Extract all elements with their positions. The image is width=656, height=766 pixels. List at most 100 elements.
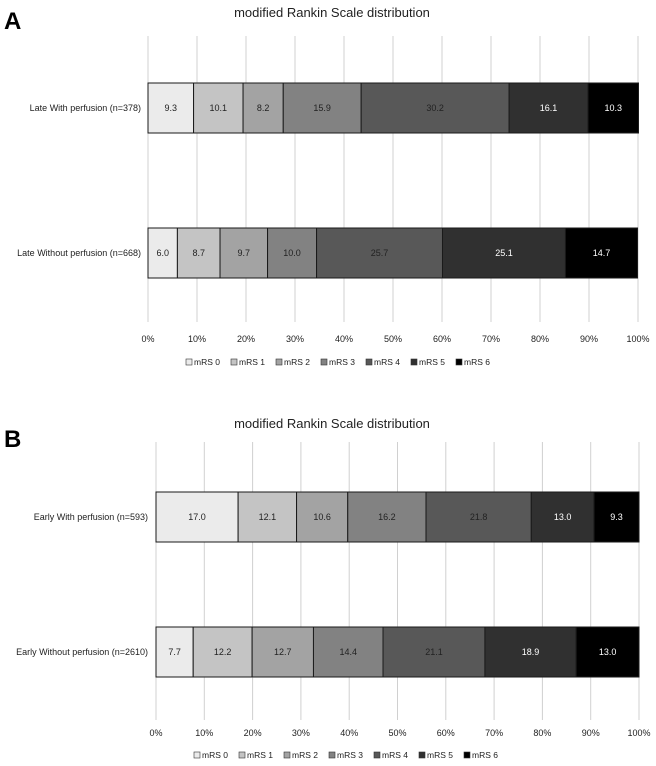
category-label: Late Without perfusion (n=668) xyxy=(17,248,141,258)
legend-label: mRS 0 xyxy=(202,750,228,760)
data-label: 30.2 xyxy=(426,103,444,113)
bar-segment-mrs-2 xyxy=(219,227,269,279)
data-label: 21.1 xyxy=(425,647,443,657)
legend-swatch-mrs-4 xyxy=(373,751,381,759)
data-label: 25.1 xyxy=(495,248,513,258)
legend-swatch-mrs-2 xyxy=(283,751,291,759)
data-label: 9.7 xyxy=(238,248,251,258)
bar-segment-mrs-0 xyxy=(155,491,239,543)
data-label: 15.9 xyxy=(313,103,331,113)
legend-swatch-mrs-3 xyxy=(328,751,336,759)
x-tick-label: 50% xyxy=(384,334,402,344)
legend-swatch-mrs-6 xyxy=(455,358,463,366)
legend-swatch-mrs-3 xyxy=(320,358,328,366)
data-label: 13.0 xyxy=(599,647,617,657)
legend-swatch-mrs-1 xyxy=(230,358,238,366)
data-label: 10.6 xyxy=(313,512,331,522)
data-label: 21.8 xyxy=(470,512,488,522)
legend-swatch-mrs-0 xyxy=(185,358,193,366)
data-label: 16.1 xyxy=(540,103,558,113)
x-tick-label: 90% xyxy=(582,728,600,738)
legend-label: mRS 1 xyxy=(247,750,273,760)
chart-panel-a: A modified Rankin Scale distribution 0% 1… xyxy=(0,0,656,375)
bar-segment-mrs-6 xyxy=(593,491,640,543)
data-label: 12.2 xyxy=(214,647,232,657)
data-label: 10.0 xyxy=(283,248,301,258)
legend-label: mRS 1 xyxy=(239,357,265,367)
x-tick-label: 100% xyxy=(626,334,649,344)
legend-label: mRS 6 xyxy=(464,357,490,367)
category-label: Early Without perfusion (n=2610) xyxy=(16,647,148,657)
x-tick-label: 90% xyxy=(580,334,598,344)
x-tick-label: 60% xyxy=(437,728,455,738)
legend-label: mRS 5 xyxy=(419,357,445,367)
x-tick-label: 0% xyxy=(149,728,162,738)
bar-segment-mrs-1 xyxy=(192,626,253,678)
x-tick-label: 10% xyxy=(188,334,206,344)
bar-segment-mrs-1 xyxy=(176,227,221,279)
x-tick-label: 30% xyxy=(286,334,304,344)
data-label: 17.0 xyxy=(188,512,206,522)
bar-segment-mrs-3 xyxy=(282,82,362,134)
panel-letter-a: A xyxy=(4,8,22,35)
x-tick-label: 40% xyxy=(335,334,353,344)
data-label: 6.0 xyxy=(156,248,169,258)
x-tick-label: 80% xyxy=(531,334,549,344)
legend-swatch-mrs-2 xyxy=(275,358,283,366)
data-label: 12.1 xyxy=(259,512,277,522)
legend-swatch-mrs-4 xyxy=(365,358,373,366)
bar-segment-mrs-3 xyxy=(267,227,318,279)
bar-segment-mrs-3 xyxy=(312,626,384,678)
data-label: 8.2 xyxy=(257,103,270,113)
category-label: Early With perfusion (n=593) xyxy=(34,512,148,522)
data-label: 9.3 xyxy=(165,103,178,113)
legend-label: mRS 4 xyxy=(382,750,408,760)
legend-label: mRS 3 xyxy=(337,750,363,760)
chart-a-title: modified Rankin Scale distribution xyxy=(234,5,430,20)
data-label: 16.2 xyxy=(378,512,396,522)
data-label: 9.3 xyxy=(610,512,623,522)
legend-swatch-mrs-6 xyxy=(463,751,471,759)
x-tick-label: 60% xyxy=(433,334,451,344)
x-tick-label: 40% xyxy=(340,728,358,738)
data-label: 14.7 xyxy=(593,248,611,258)
bar-segment-mrs-3 xyxy=(347,491,427,543)
bar-segment-mrs-5 xyxy=(530,491,595,543)
bar-segment-mrs-0 xyxy=(147,82,195,134)
x-tick-label: 10% xyxy=(195,728,213,738)
data-label: 14.4 xyxy=(339,647,357,657)
legend-swatch-mrs-5 xyxy=(410,358,418,366)
chart-b-svg: modified Rankin Scale distribution 0% 10%… xyxy=(16,416,650,760)
chart-panel-b: B modified Rankin Scale distribution 0% 1… xyxy=(0,390,656,766)
x-tick-label: 30% xyxy=(292,728,310,738)
data-label: 13.0 xyxy=(554,512,572,522)
data-label: 8.7 xyxy=(192,248,205,258)
bar-segment-mrs-0 xyxy=(155,626,194,678)
x-tick-label: 20% xyxy=(244,728,262,738)
category-label: Late With perfusion (n=378) xyxy=(30,103,141,113)
data-label: 7.7 xyxy=(168,647,181,657)
x-tick-label: 100% xyxy=(627,728,650,738)
x-tick-label: 80% xyxy=(533,728,551,738)
x-tick-label: 50% xyxy=(388,728,406,738)
bar-segment-mrs-2 xyxy=(251,626,314,678)
x-tick-label: 20% xyxy=(237,334,255,344)
legend-swatch-mrs-0 xyxy=(193,751,201,759)
legend-label: mRS 5 xyxy=(427,750,453,760)
bar-segment-mrs-1 xyxy=(193,82,244,134)
bar-segment-mrs-0 xyxy=(147,227,178,279)
legend-label: mRS 3 xyxy=(329,357,355,367)
legend-swatch-mrs-5 xyxy=(418,751,426,759)
data-label: 25.7 xyxy=(371,248,389,258)
data-label: 18.9 xyxy=(522,647,540,657)
x-tick-label: 0% xyxy=(141,334,154,344)
legend-label: mRS 6 xyxy=(472,750,498,760)
legend-label: mRS 0 xyxy=(194,357,220,367)
bar-segment-mrs-4 xyxy=(316,227,443,279)
data-label: 10.1 xyxy=(210,103,228,113)
x-tick-label: 70% xyxy=(482,334,500,344)
legend-swatch-mrs-1 xyxy=(238,751,246,759)
data-label: 10.3 xyxy=(604,103,622,113)
bar-segment-mrs-6 xyxy=(587,82,639,134)
bar-segment-mrs-6 xyxy=(575,626,640,678)
